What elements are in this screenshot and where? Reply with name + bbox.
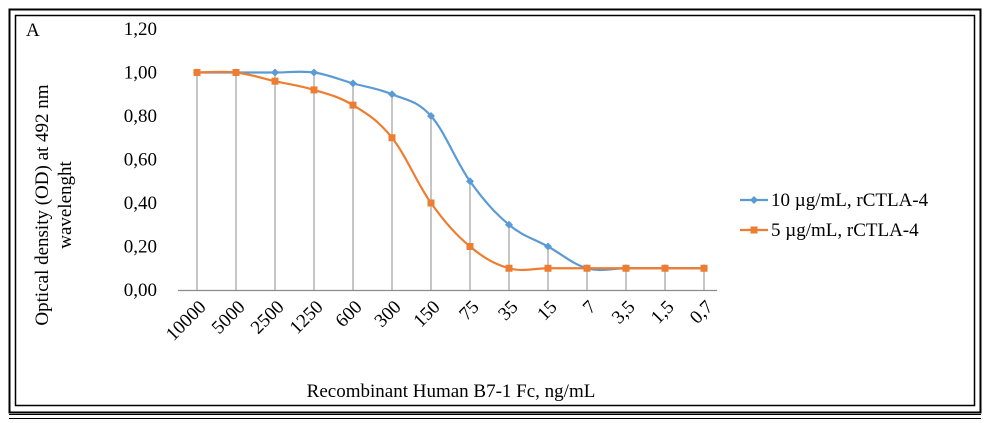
data-point xyxy=(505,220,513,229)
x-tick-label: 15 xyxy=(533,297,561,325)
series-line xyxy=(197,70,704,272)
series-line xyxy=(196,70,704,272)
data-point xyxy=(349,79,357,88)
x-tick-label: 300 xyxy=(371,297,406,332)
y-tick-label: 0,40 xyxy=(124,193,157,214)
y-axis-title: Optical density (OD) at 492 nm wavelengh… xyxy=(32,84,76,325)
panel-label: A xyxy=(26,20,40,41)
x-tick-label: 5000 xyxy=(208,297,250,339)
y-axis-title-line1: Optical density (OD) at 492 nm xyxy=(32,84,53,325)
x-tick-label: 600 xyxy=(332,297,367,332)
x-tick-label: 75 xyxy=(455,297,483,325)
series xyxy=(193,68,708,273)
x-tick-label: 2500 xyxy=(247,297,289,339)
y-tick-label: 0,00 xyxy=(124,280,157,301)
data-point xyxy=(466,243,474,250)
y-tick-label: 1,20 xyxy=(124,19,157,40)
legend-label: 5 µg/mL, rCTLA-4 xyxy=(771,220,919,241)
data-point xyxy=(427,112,435,120)
x-tick-label: 150 xyxy=(410,297,445,332)
x-axis-title: Recombinant Human B7-1 Fc, ng/mL xyxy=(307,381,596,402)
y-tick-label: 0,80 xyxy=(124,106,157,127)
data-point xyxy=(583,264,591,272)
data-point xyxy=(310,68,318,77)
legend-marker xyxy=(750,196,758,204)
data-point xyxy=(271,68,279,77)
data-point xyxy=(661,264,669,272)
x-tick-label: 0,7 xyxy=(686,297,718,329)
data-point xyxy=(427,199,435,207)
data-point xyxy=(388,90,396,99)
data-point xyxy=(466,177,474,186)
x-tick-label: 7 xyxy=(579,297,601,319)
data-point xyxy=(388,134,396,142)
x-tick-label: 1250 xyxy=(286,297,328,339)
x-tick-label: 10000 xyxy=(162,297,210,345)
data-point xyxy=(271,77,279,85)
data-point xyxy=(505,264,513,272)
y-tick-label: 1,00 xyxy=(124,63,157,84)
x-tick-label: 35 xyxy=(494,297,522,325)
data-point xyxy=(232,69,240,76)
y-tick-labels: 0,00 0,20 0,40 0,60 0,80 1,00 1,20 xyxy=(124,19,157,301)
inner-frame xyxy=(14,14,976,407)
y-tick-label: 0,60 xyxy=(124,150,157,171)
data-point xyxy=(310,86,318,94)
legend-label: 10 µg/mL, rCTLA-4 xyxy=(771,190,929,211)
outer-frame xyxy=(8,8,982,414)
x-tick-label: 1,5 xyxy=(647,297,679,329)
data-point xyxy=(622,264,630,272)
y-tick-label: 0,20 xyxy=(124,237,157,258)
data-point xyxy=(193,69,201,76)
drop-lines xyxy=(196,72,705,290)
data-point xyxy=(544,242,552,251)
x-tick-label: 3,5 xyxy=(608,297,640,329)
data-point xyxy=(349,101,357,109)
y-axis-title-line2: wavelenght xyxy=(55,160,76,248)
legend: 10 µg/mL, rCTLA-4 5 µg/mL, rCTLA-4 xyxy=(740,190,929,241)
data-point xyxy=(700,264,708,272)
data-point xyxy=(544,264,552,272)
legend-marker xyxy=(750,226,758,234)
